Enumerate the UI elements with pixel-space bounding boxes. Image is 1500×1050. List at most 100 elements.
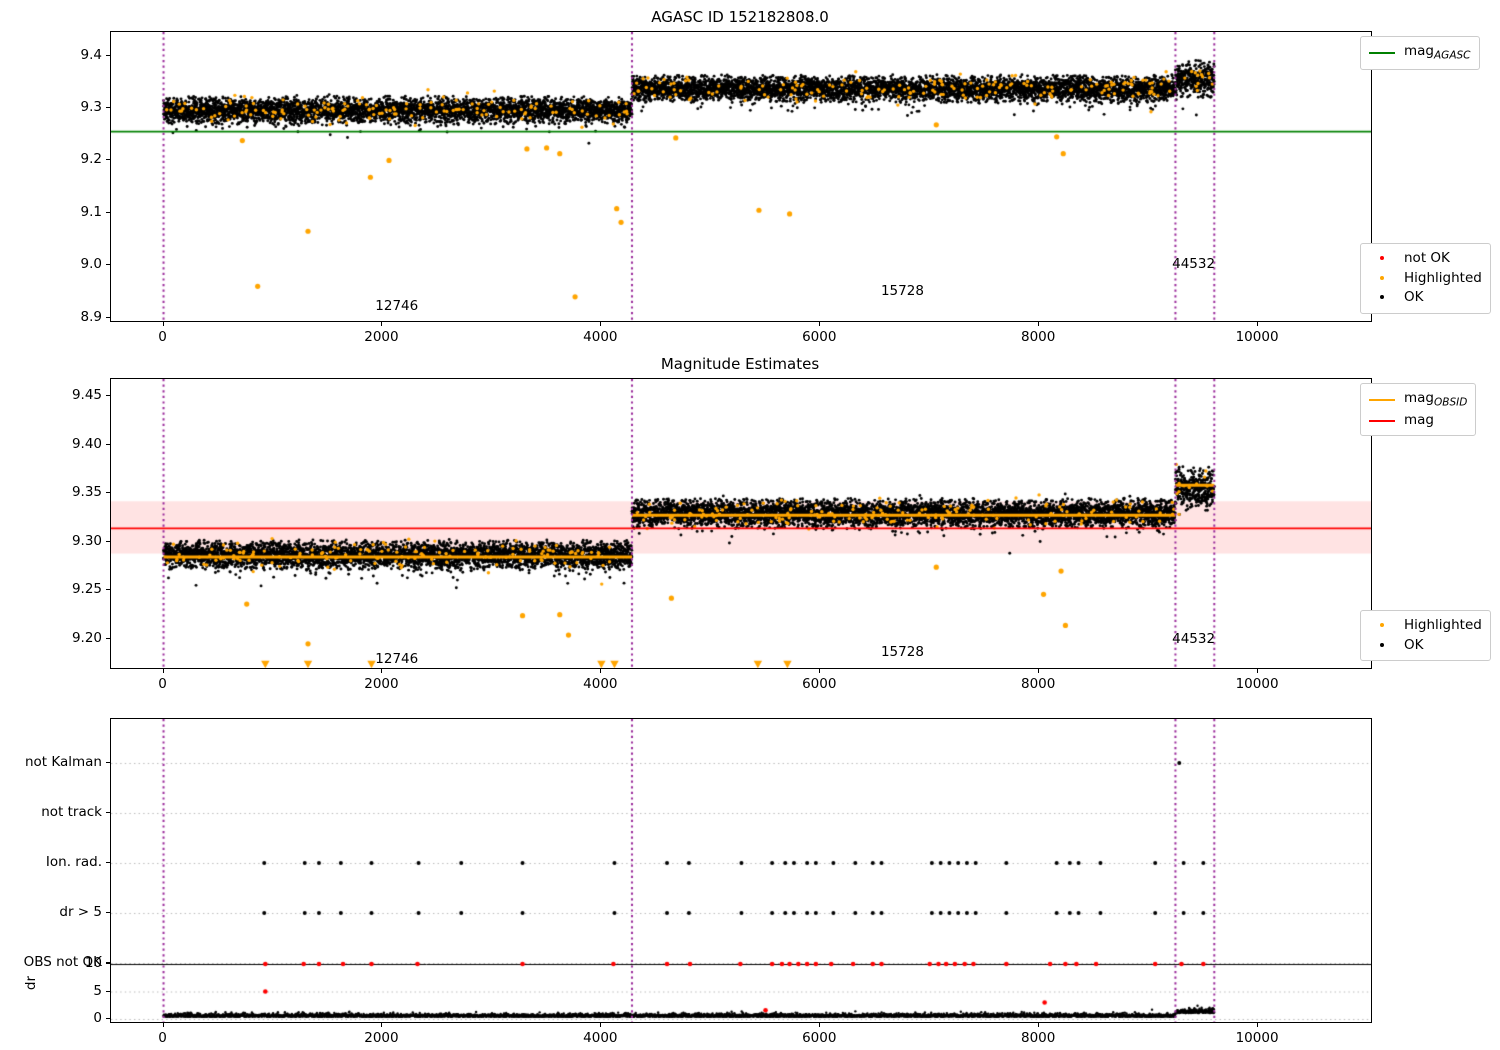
- x-tick-label: 8000: [1020, 676, 1056, 692]
- x-tick-label: 0: [158, 1030, 167, 1046]
- x-tick-label: 0: [158, 329, 167, 345]
- y-tick-label: 9.45: [71, 387, 102, 404]
- x-tick-label: 6000: [802, 1030, 837, 1046]
- obsid-annotation: 12746: [375, 298, 419, 315]
- x-tick-mark: [819, 322, 821, 326]
- legend-entry-mag-agasc: magAGASC: [1369, 42, 1471, 64]
- legend-label-mag: mag: [1404, 411, 1434, 428]
- x-tick-mark: [600, 1023, 602, 1027]
- x-tick-label: 2000: [364, 676, 399, 692]
- legend-entry-highlighted-2: Highlighted: [1369, 616, 1482, 636]
- panel-agasc-axes: [110, 31, 1372, 322]
- legend-label-mag-obsid: magOBSID: [1404, 390, 1468, 409]
- legend-entry-ok-2: OK: [1369, 636, 1482, 656]
- y-tick-mark: [106, 963, 110, 964]
- x-tick-label: 2000: [364, 329, 399, 345]
- flag-row-label: not Kalman: [24, 754, 102, 770]
- x-tick-mark: [600, 322, 602, 326]
- x-tick-label: 4000: [583, 676, 618, 692]
- x-tick-mark: [1257, 669, 1259, 673]
- x-tick-mark: [600, 669, 602, 673]
- legend-label-highlighted-2: Highlighted: [1404, 617, 1482, 633]
- obsid-annotation: 15728: [880, 282, 924, 299]
- flag-row-label: OBS not OK: [23, 954, 102, 970]
- x-tick-mark: [1038, 669, 1040, 673]
- y-tick-label: 8.9: [80, 308, 102, 325]
- y-tick-label: 9.0: [80, 256, 102, 273]
- x-tick-mark: [381, 322, 383, 326]
- legend-swatch-mag: [1369, 419, 1395, 422]
- panel-flags-dr-axis-label: dr: [23, 975, 40, 991]
- y-tick-mark: [106, 159, 110, 161]
- y-tick-mark: [106, 492, 110, 494]
- flag-row-label: not track: [41, 804, 102, 820]
- legend-swatch-highlighted-2: [1369, 616, 1395, 636]
- x-tick-label: 2000: [364, 1030, 399, 1046]
- legend-entry-mag: mag: [1369, 411, 1467, 431]
- legend-label-ok: OK: [1404, 289, 1424, 306]
- y-tick-label: 9.30: [71, 532, 102, 549]
- x-tick-label: 8000: [1020, 329, 1056, 345]
- dr-tick-label: 5: [93, 982, 102, 999]
- obsid-annotation: 44532: [1172, 631, 1216, 648]
- x-tick-label: 6000: [802, 676, 837, 692]
- legend-swatch-highlighted: [1369, 269, 1395, 289]
- y-tick-mark: [106, 540, 110, 542]
- x-tick-label: 4000: [583, 329, 618, 345]
- y-tick-mark: [106, 812, 110, 813]
- dr-tick-label: 0: [93, 1010, 102, 1026]
- legend-label-ok-2: OK: [1404, 636, 1424, 653]
- y-tick-mark: [106, 589, 110, 591]
- legend-entry-not-ok: not OK: [1369, 249, 1482, 269]
- obsid-annotation: 15728: [880, 643, 924, 660]
- panel-agasc-title: AGASC ID 152182808.0: [651, 8, 829, 26]
- panel-magnitude-canvas: [111, 379, 1371, 668]
- y-tick-label: 9.40: [71, 435, 102, 452]
- panel-flags-axes: [110, 718, 1372, 1023]
- legend-entry-highlighted: Highlighted: [1369, 269, 1482, 289]
- y-tick-mark: [106, 637, 110, 639]
- y-tick-mark: [106, 762, 110, 763]
- flag-row-label: Ion. rad.: [45, 854, 102, 870]
- legend-swatch-ok-2: [1369, 636, 1395, 656]
- x-tick-label: 10000: [1235, 329, 1279, 345]
- y-tick-mark: [106, 443, 110, 445]
- x-tick-mark: [381, 1023, 383, 1027]
- legend-swatch-ok: [1369, 288, 1395, 308]
- y-tick-label: 9.2: [80, 151, 102, 168]
- x-tick-label: 6000: [802, 329, 837, 345]
- x-tick-label: 4000: [583, 1030, 618, 1046]
- y-tick-mark: [106, 316, 110, 318]
- obsid-annotation: 12746: [375, 650, 419, 667]
- legend-swatch-mag-obsid: [1369, 398, 1395, 401]
- y-tick-mark: [106, 962, 110, 963]
- legend-entry-mag-obsid: magOBSID: [1369, 389, 1467, 411]
- y-tick-mark: [106, 211, 110, 213]
- panel-magnitude-legend-lines: magOBSID mag: [1360, 383, 1477, 437]
- y-tick-label: 9.3: [80, 99, 102, 116]
- legend-label-mag-agasc: magAGASC: [1404, 43, 1471, 62]
- x-tick-mark: [162, 322, 164, 326]
- panel-flags-canvas: [111, 719, 1371, 1022]
- x-tick-mark: [1257, 322, 1259, 326]
- panel-agasc-legend-points: not OK Highlighted OK: [1360, 243, 1491, 314]
- y-tick-label: 9.20: [71, 629, 102, 646]
- y-tick-mark: [106, 1018, 110, 1019]
- x-tick-mark: [819, 1023, 821, 1027]
- x-tick-label: 8000: [1020, 1030, 1056, 1046]
- panel-magnitude-legend-points: Highlighted OK: [1360, 610, 1491, 662]
- legend-entry-ok: OK: [1369, 288, 1482, 308]
- x-tick-label: 10000: [1235, 676, 1279, 692]
- x-tick-mark: [1038, 1023, 1040, 1027]
- y-tick-mark: [106, 264, 110, 266]
- x-tick-label: 10000: [1235, 1030, 1279, 1046]
- y-tick-label: 9.25: [71, 581, 102, 598]
- y-tick-mark: [106, 107, 110, 109]
- flag-row-label: dr > 5: [59, 904, 102, 920]
- x-tick-mark: [162, 1023, 164, 1027]
- x-tick-mark: [1038, 322, 1040, 326]
- x-tick-mark: [819, 669, 821, 673]
- panel-agasc-legend-mag: magAGASC: [1360, 36, 1480, 70]
- y-tick-label: 9.35: [71, 484, 102, 501]
